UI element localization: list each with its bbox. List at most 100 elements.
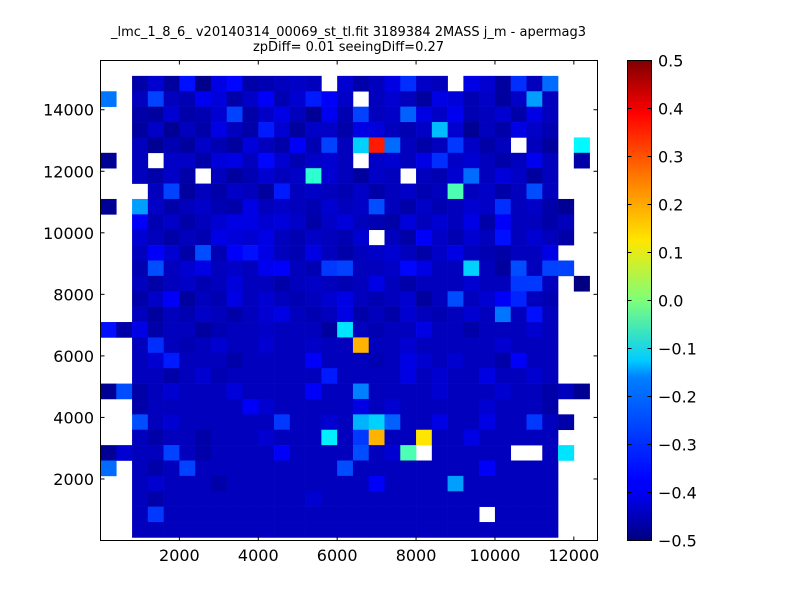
heatmap-cell bbox=[132, 291, 149, 307]
heatmap-cell bbox=[558, 229, 575, 246]
heatmap-cell bbox=[258, 275, 275, 292]
heatmap-cell bbox=[384, 352, 401, 369]
heatmap-cell bbox=[479, 291, 496, 307]
heatmap-cell bbox=[210, 460, 228, 477]
heatmap-cell bbox=[479, 152, 496, 169]
heatmap-cell bbox=[558, 214, 575, 231]
heatmap-cell bbox=[337, 245, 354, 261]
heatmap-cell bbox=[479, 398, 496, 415]
heatmap-cell bbox=[163, 306, 180, 323]
heatmap-cell bbox=[289, 291, 306, 307]
heatmap-cell bbox=[258, 506, 275, 523]
heatmap-cell bbox=[210, 475, 228, 492]
heatmap-cell bbox=[147, 137, 164, 154]
heatmap-cell bbox=[447, 414, 464, 431]
heatmap-cell bbox=[416, 122, 433, 138]
heatmap-cell bbox=[542, 414, 559, 431]
heatmap-cell bbox=[352, 306, 370, 323]
heatmap-cell bbox=[242, 445, 259, 461]
heatmap-cell bbox=[510, 429, 527, 446]
heatmap-cell bbox=[400, 152, 417, 169]
heatmap-cell bbox=[321, 291, 338, 307]
heatmap-cell bbox=[179, 245, 196, 261]
heatmap-cell bbox=[494, 460, 512, 477]
heatmap-cell bbox=[479, 491, 496, 507]
heatmap-cell bbox=[416, 460, 433, 477]
heatmap-cell bbox=[368, 352, 385, 369]
heatmap-cell bbox=[305, 229, 322, 246]
heatmap-cell bbox=[431, 75, 448, 92]
heatmap-cell bbox=[289, 245, 306, 261]
heatmap-cell bbox=[132, 398, 149, 415]
heatmap-cell bbox=[479, 306, 496, 323]
heatmap-cell bbox=[368, 245, 385, 261]
heatmap-cell bbox=[352, 475, 370, 492]
heatmap-cell bbox=[321, 260, 338, 277]
heatmap-cell bbox=[274, 214, 291, 231]
heatmap-cell bbox=[510, 522, 527, 538]
heatmap-cell bbox=[274, 429, 291, 446]
heatmap-cell bbox=[226, 245, 243, 261]
heatmap-cell bbox=[400, 383, 417, 400]
heatmap-cell bbox=[526, 491, 543, 507]
heatmap-cell bbox=[132, 368, 149, 384]
heatmap-cell bbox=[384, 429, 401, 446]
heatmap-cell bbox=[163, 429, 180, 446]
heatmap-cell bbox=[289, 491, 306, 507]
heatmap-cell bbox=[147, 183, 164, 200]
heatmap-cell bbox=[447, 214, 464, 231]
heatmap-cell bbox=[163, 368, 180, 384]
heatmap-cell bbox=[179, 352, 196, 369]
heatmap-cell bbox=[195, 445, 212, 461]
heatmap-cell bbox=[337, 183, 354, 200]
heatmap-cell bbox=[147, 245, 164, 261]
heatmap-cell bbox=[242, 75, 259, 92]
heatmap-cell bbox=[258, 445, 275, 461]
heatmap-cell bbox=[132, 383, 149, 400]
heatmap-cell bbox=[147, 368, 164, 384]
heatmap-cell bbox=[147, 522, 164, 538]
heatmap-cell bbox=[195, 522, 212, 538]
heatmap-cell bbox=[274, 398, 291, 415]
heatmap-cell bbox=[542, 306, 559, 323]
heatmap-cell bbox=[226, 137, 243, 154]
heatmap-cell bbox=[289, 337, 306, 354]
heatmap-cell bbox=[132, 214, 149, 231]
heatmap-cell bbox=[274, 491, 291, 507]
heatmap-cell bbox=[242, 122, 259, 138]
heatmap-cell bbox=[510, 229, 527, 246]
heatmap-cell bbox=[416, 522, 433, 538]
heatmap-cell bbox=[463, 522, 480, 538]
heatmap-cell bbox=[558, 414, 575, 431]
y-tick-label: 12000 bbox=[43, 162, 94, 181]
heatmap-cell bbox=[494, 291, 512, 307]
heatmap-cell bbox=[368, 491, 385, 507]
heatmap-cell bbox=[305, 75, 322, 92]
heatmap-cell bbox=[352, 75, 370, 92]
heatmap-cell bbox=[195, 322, 212, 338]
heatmap-cell bbox=[526, 122, 543, 138]
heatmap-cell bbox=[352, 183, 370, 200]
colorbar-tick-label: 0.1 bbox=[658, 244, 683, 263]
heatmap-cell bbox=[274, 275, 291, 292]
heatmap-cell bbox=[431, 306, 448, 323]
heatmap-cell bbox=[337, 106, 354, 123]
heatmap-cell bbox=[526, 429, 543, 446]
y-tick-label: 2000 bbox=[53, 470, 94, 489]
heatmap-cell bbox=[447, 383, 464, 400]
heatmap-cell bbox=[132, 460, 149, 477]
heatmap-cell bbox=[352, 491, 370, 507]
heatmap-cell bbox=[337, 398, 354, 415]
heatmap-cell bbox=[289, 137, 306, 154]
heatmap-cell bbox=[242, 168, 259, 184]
heatmap-cell bbox=[368, 106, 385, 123]
heatmap-cell bbox=[321, 352, 338, 369]
heatmap-cell bbox=[400, 245, 417, 261]
heatmap-cell bbox=[226, 214, 243, 231]
heatmap-cell bbox=[352, 291, 370, 307]
heatmap-cell bbox=[431, 214, 448, 231]
heatmap-cell bbox=[384, 337, 401, 354]
heatmap-cell bbox=[526, 106, 543, 123]
heatmap-cell bbox=[321, 106, 338, 123]
heatmap-cell bbox=[242, 414, 259, 431]
